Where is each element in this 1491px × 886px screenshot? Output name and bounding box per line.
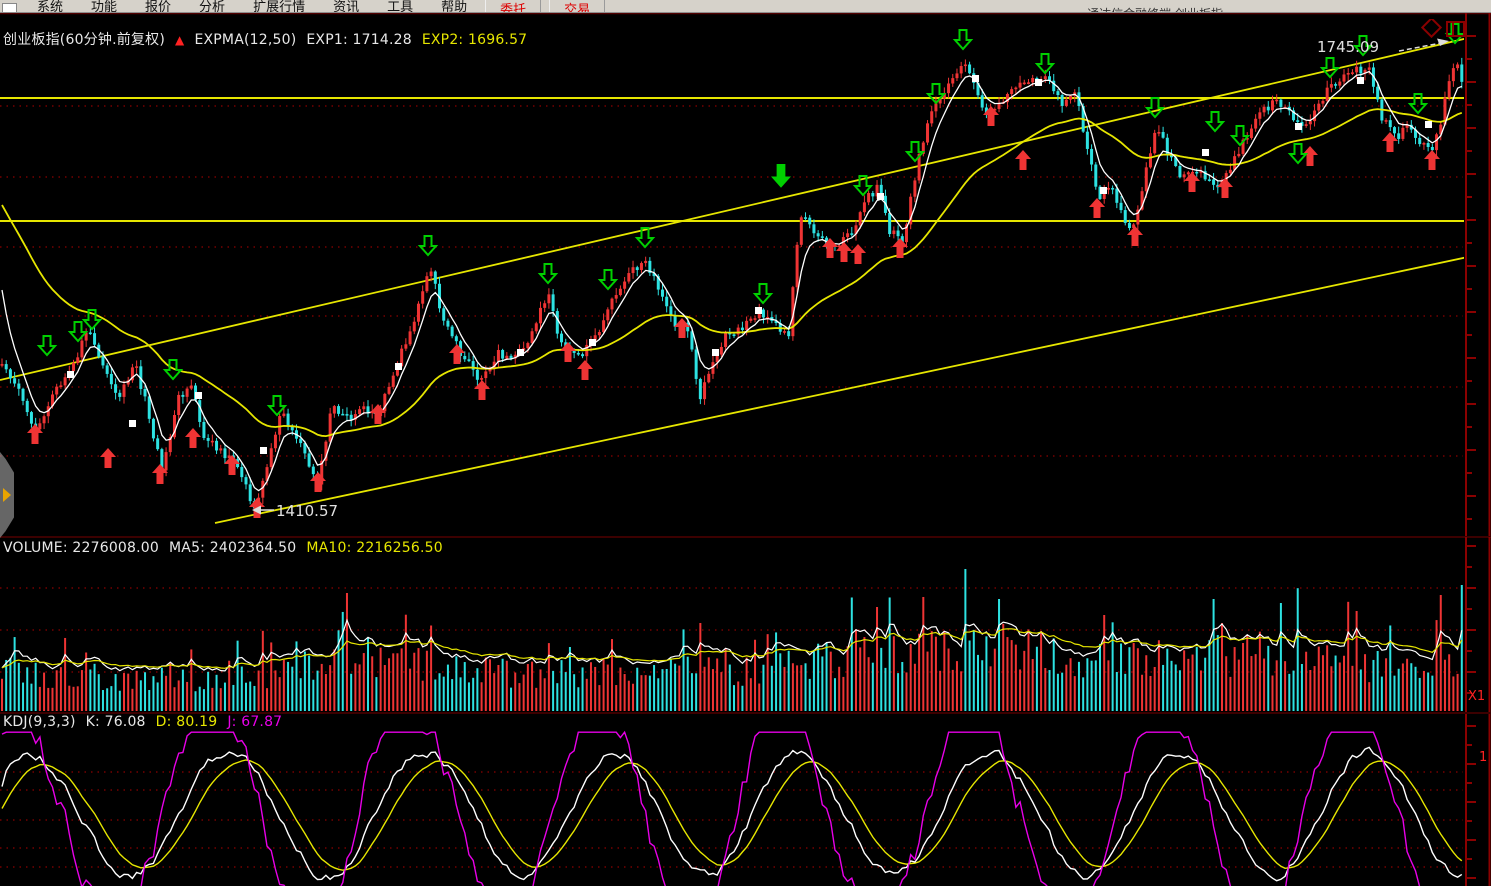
instrument-title: 创业板指(60分钟.前复权) [3, 32, 165, 48]
menu-item-news[interactable]: 资讯 [333, 0, 360, 13]
high-price-annotation: 1745.09 [1317, 38, 1380, 56]
sidebar-expand-handle[interactable] [0, 452, 14, 538]
kdj-j-value: J: 67.87 [227, 714, 283, 730]
kdj-k-value: K: 76.08 [85, 714, 146, 730]
expand-arrow-icon [3, 488, 11, 502]
indicator-name: EXPMA(12,50) [194, 32, 297, 48]
app-logo-icon [2, 3, 17, 12]
menu-item-system[interactable]: 系统 [37, 0, 64, 13]
trade-button[interactable]: 交易 [549, 0, 606, 12]
menu-item-extended-quotes[interactable]: 扩展行情 [253, 0, 306, 13]
kdj-legend: KDJ(9,3,3) K: 76.08 D: 80.19 J: 67.87 [3, 714, 292, 730]
volume-legend: VOLUME: 2276008.00 MA5: 2402364.50 MA10: 2… [3, 540, 453, 556]
window-title-text: 通达信金融终端 创业板指 [1087, 5, 1223, 12]
exp2-value: EXP2: 1696.57 [421, 32, 528, 48]
volume-panel[interactable] [0, 537, 1491, 712]
volume-value: VOLUME: 2276008.00 [3, 540, 160, 556]
order-button[interactable]: 委托 [485, 0, 542, 12]
diamond-tool-icon[interactable] [1420, 19, 1443, 39]
volume-scale-label: X1 [1468, 689, 1486, 704]
low-price-annotation: 1410.57 [276, 502, 339, 520]
volume-ma10-value: MA10: 2216256.50 [306, 540, 443, 556]
kdj-indicator-name: KDJ(9,3,3) [3, 714, 76, 730]
main-chart-legend: 创业板指(60分钟.前复权) ▲ EXPMA(12,50) EXP1: 1714.28… [3, 29, 537, 49]
kdj-scale-label: 1 [1479, 750, 1488, 765]
volume-ma5-value: MA5: 2402364.50 [169, 540, 297, 556]
exp1-value: EXP1: 1714.28 [306, 32, 412, 48]
window-tool-icon[interactable] [1446, 21, 1465, 37]
expma-up-arrow-icon: ▲ [175, 33, 185, 47]
drawing-tool-icons [1420, 19, 1465, 39]
menu-item-function[interactable]: 功能 [91, 0, 118, 13]
menu-item-analysis[interactable]: 分析 [199, 0, 226, 13]
main-chart-panel[interactable] [0, 13, 1491, 536]
kdj-d-value: D: 80.19 [155, 714, 218, 730]
menu-item-quote[interactable]: 报价 [145, 0, 172, 13]
kdj-panel[interactable] [0, 714, 1491, 886]
menu-item-tools[interactable]: 工具 [387, 0, 414, 13]
menu-item-help[interactable]: 帮助 [441, 0, 468, 13]
